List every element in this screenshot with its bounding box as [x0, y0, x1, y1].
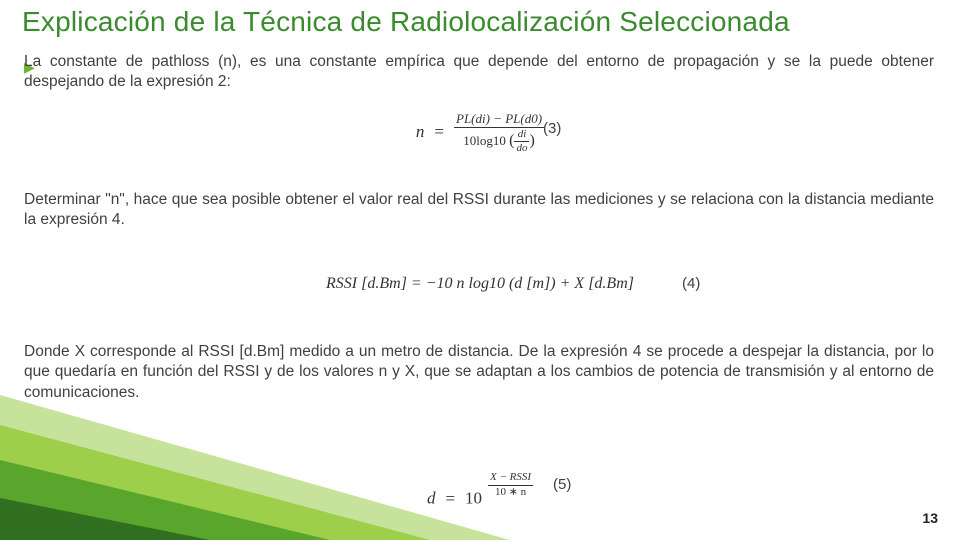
eq3-numerator: PL(di) − PL(d0)	[454, 112, 544, 128]
eq3-lhs: n	[416, 122, 425, 141]
eq3-den-inner-den: do	[514, 142, 529, 155]
equation-3: n = PL(di) − PL(d0) 10log10 ( di do ) (3…	[0, 112, 960, 155]
equation-4: RSSI [d.Bm] = −10 n log10 (d [m]) + X [d…	[0, 275, 960, 293]
page-number: 13	[922, 510, 938, 526]
eq3-den-inner-num: di	[514, 129, 529, 143]
equation-5-label: (5)	[553, 476, 571, 493]
eq4-body: RSSI [d.Bm] = −10 n log10 (d [m]) + X [d…	[326, 275, 634, 292]
eq5-base: 10	[465, 489, 482, 508]
eq5-exp-num: X − RSSI	[488, 472, 533, 486]
page-title: Explicación de la Técnica de Radiolocali…	[22, 6, 938, 38]
eq3-den-prefix: 10log10	[463, 133, 506, 148]
eq5-lhs: d	[427, 489, 436, 508]
paragraph-1: La constante de pathloss (n), es una con…	[24, 52, 934, 93]
paragraph-3: Donde X corresponde al RSSI [d.Bm] medid…	[24, 342, 934, 403]
eq5-exp-den: 10 ∗ n	[488, 486, 533, 499]
decor-triangles	[0, 380, 700, 540]
equation-3-label: (3)	[543, 120, 561, 137]
equation-4-label: (4)	[682, 275, 700, 292]
equation-5: d = 10 X − RSSI 10 ∗ n (5)	[0, 472, 960, 509]
paragraph-2: Determinar "n", hace que sea posible obt…	[24, 190, 934, 231]
